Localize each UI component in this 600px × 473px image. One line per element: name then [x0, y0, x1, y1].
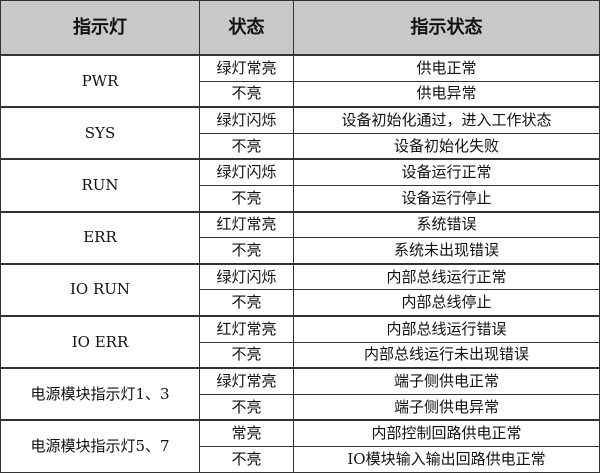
indicator-meaning: 供电异常: [293, 80, 600, 108]
indicator-state: 绿灯常亮: [199, 367, 294, 395]
indicator-meaning: 内部总线运行错误: [293, 314, 600, 343]
indicator-meaning: 内部总线运行正常: [293, 262, 600, 291]
table-body: PWR 绿灯常亮 供电正常 不亮 供电异常 SYS 绿灯闪烁 设备初始化通过，进入工作状态 不亮…: [0, 53, 600, 473]
indicator-state: 红灯常亮: [199, 210, 294, 239]
indicator-meaning: 内部总线运行未出现错误: [293, 341, 600, 369]
indicator-state: 常亮: [199, 419, 294, 447]
indicator-state: 绿灯常亮: [199, 53, 294, 82]
indicator-state: 不亮: [199, 341, 294, 369]
table-row: 不亮 端子侧供电异常: [1, 393, 600, 421]
table-row: 不亮 内部总线运行未出现错误: [1, 341, 600, 369]
table-row: 不亮 设备初始化失败: [1, 132, 600, 160]
indicator-name: IO ERR: [0, 314, 200, 369]
table-row: 电源模块指示灯5、7 常亮 内部控制回路供电正常: [0, 419, 600, 473]
indicator-state: 红灯常亮: [199, 314, 294, 343]
table-row: 不亮 系统未出现错误: [1, 237, 600, 265]
table-row: RUN 绿灯闪烁 设备运行正常: [0, 158, 600, 213]
table-row: IO RUN 绿灯闪烁 内部总线运行正常: [0, 262, 600, 317]
indicator-name: PWR: [0, 53, 200, 108]
indicator-state: 不亮: [199, 445, 294, 473]
header-state: 状态: [199, 0, 294, 56]
indicator-meaning: 系统错误: [293, 210, 600, 239]
indicator-meaning: 设备初始化通过，进入工作状态: [293, 106, 600, 134]
table-row: ERR 红灯常亮 系统错误: [0, 210, 600, 265]
indicator-meaning: 设备初始化失败: [293, 132, 600, 160]
table-row: SYS 绿灯闪烁 设备初始化通过，进入工作状态: [0, 106, 600, 160]
indicator-meaning: 设备运行正常: [293, 158, 600, 186]
header-meaning: 指示状态: [293, 0, 600, 56]
indicator-meaning: 设备运行停止: [293, 184, 600, 213]
indicator-meaning: IO模块输入输出回路供电正常: [293, 445, 600, 473]
table-row: 不亮 设备运行停止: [1, 184, 600, 213]
indicator-meaning: 端子侧供电正常: [293, 367, 600, 395]
indicator-name: IO RUN: [0, 262, 200, 317]
indicator-name: ERR: [0, 210, 200, 265]
indicator-meaning: 内部总线停止: [293, 289, 600, 317]
table-row: IO ERR 红灯常亮 内部总线运行错误: [0, 314, 600, 369]
header-indicator: 指示灯: [0, 0, 200, 56]
indicator-meaning: 系统未出现错误: [293, 237, 600, 265]
indicator-state: 不亮: [199, 393, 294, 421]
indicator-meaning: 内部控制回路供电正常: [293, 419, 600, 447]
indicator-state: 不亮: [199, 289, 294, 317]
indicator-state: 不亮: [199, 80, 294, 108]
table-row: 不亮 内部总线停止: [1, 289, 600, 317]
indicator-name: 电源模块指示灯1、3: [0, 367, 200, 421]
indicator-state: 不亮: [199, 132, 294, 160]
indicator-state: 不亮: [199, 237, 294, 265]
indicator-meaning: 端子侧供电异常: [293, 393, 600, 421]
indicator-meaning: 供电正常: [293, 53, 600, 82]
indicator-state: 绿灯闪烁: [199, 262, 294, 291]
indicator-state: 不亮: [199, 184, 294, 213]
table-row: 电源模块指示灯1、3 绿灯常亮 端子侧供电正常: [0, 367, 600, 421]
indicator-state: 绿灯闪烁: [199, 158, 294, 186]
indicator-name: RUN: [0, 158, 200, 213]
indicator-name: 电源模块指示灯5、7: [0, 419, 200, 473]
indicator-state: 绿灯闪烁: [199, 106, 294, 134]
table-row: 不亮 供电异常: [1, 80, 600, 108]
indicator-name: SYS: [0, 106, 200, 160]
table-row: PWR 绿灯常亮 供电正常: [0, 53, 600, 108]
header-row: 指示灯 状态 指示状态: [0, 0, 600, 56]
